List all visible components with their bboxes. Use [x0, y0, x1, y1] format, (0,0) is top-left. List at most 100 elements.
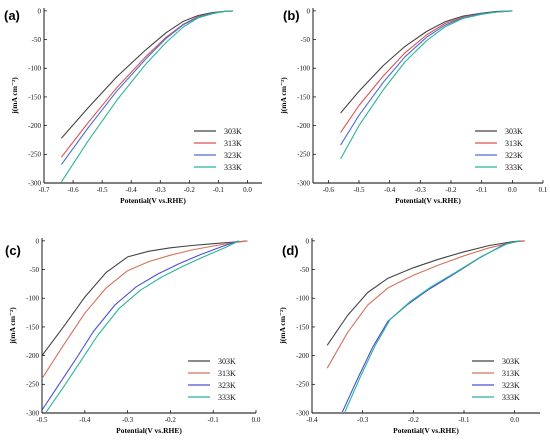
x-tick-label: -0.1 [213, 186, 225, 194]
y-tick-label: -250 [26, 381, 39, 389]
x-axis-title: Potential(V vs.RHE) [393, 426, 459, 435]
y-tick-label: 0 [38, 7, 42, 15]
legend-label: 313K [218, 369, 236, 378]
legend-label: 303K [505, 127, 523, 136]
y-tick-label: -100 [297, 65, 310, 73]
panel-letter: (d) [282, 243, 299, 258]
x-axis-title: Potential(V vs.RHE) [120, 196, 186, 205]
x-tick-label: -0.5 [97, 186, 109, 194]
legend-label: 323K [218, 381, 236, 390]
y-tick-label: -250 [28, 151, 41, 159]
series-line-313K [326, 240, 525, 369]
legend-label: 333K [218, 393, 236, 402]
x-axis-title: Potential(V vs.RHE) [116, 426, 182, 435]
y-tick-label: 0 [306, 237, 310, 245]
x-tick-label: 0.0 [243, 186, 252, 194]
y-tick-label: -300 [28, 179, 41, 187]
legend-label: 333K [502, 393, 520, 402]
legend-label: 303K [224, 127, 242, 136]
panel-letter: (a) [4, 8, 20, 23]
y-tick-label: -50 [30, 266, 40, 274]
series-line-323K [41, 240, 240, 411]
x-tick-label: 0.1 [539, 186, 548, 194]
y-tick-label: -200 [26, 352, 39, 360]
y-axis-title: j(mA cm⁻²) [8, 307, 17, 345]
x-tick-label: -0.3 [415, 186, 427, 194]
y-tick-label: -50 [301, 36, 311, 44]
y-axis-title: j(mA cm⁻²) [10, 77, 19, 115]
panel-b: (b) 0 -50 -100 -150 -200 -250 -300 -0.6 -0.5 -0.4 -… [279, 7, 548, 205]
legend-label: 313K [224, 139, 242, 148]
x-tick-label: -0.2 [165, 416, 177, 424]
series-line-313K [41, 240, 248, 379]
panel-d: (d) 0 -50 -100 -150 -200 -250 -300-0.4 -0.3 -0.2 -… [278, 237, 540, 435]
x-tick-label: -0.3 [357, 416, 369, 424]
panel-a: (a) 0 -50 -100 -150 -200 -250 -300-0.7 -0.6 -0.5 -… [4, 7, 262, 205]
y-tick-label: -100 [28, 65, 41, 73]
legend-label: 303K [502, 357, 520, 366]
y-tick-label: -300 [297, 179, 310, 187]
y-tick-label: -100 [296, 295, 309, 303]
x-tick-label: -0.2 [445, 186, 457, 194]
y-tick-label: -50 [300, 266, 310, 274]
y-tick-label: -200 [297, 122, 310, 130]
y-tick-label: -250 [297, 151, 310, 159]
series-line-303K [41, 240, 248, 356]
x-tick-label: -0.4 [126, 186, 138, 194]
y-tick-label: -150 [26, 323, 39, 331]
y-tick-label: -300 [26, 409, 39, 417]
series-line-303K [60, 10, 233, 139]
legend-label: 323K [224, 151, 242, 160]
x-tick-label: -0.1 [208, 416, 220, 424]
legend-label: 303K [218, 357, 236, 366]
series-line-313K [60, 10, 233, 158]
x-tick-label: -0.6 [323, 186, 335, 194]
x-tick-label: -0.3 [155, 186, 167, 194]
panel-c: (c) 0 -50 -100 -150 -200 -250 -300-0.5 -0.4 -0.3 -… [5, 237, 261, 435]
x-tick-label: -0.5 [36, 416, 48, 424]
y-axis-title: j(mA cm⁻²) [278, 307, 287, 345]
legend-label: 323K [502, 381, 520, 390]
x-tick-label: 0.0 [252, 416, 261, 424]
x-tick-label: 0.0 [510, 416, 519, 424]
x-tick-label: -0.1 [476, 186, 488, 194]
series-line-333K [344, 240, 520, 413]
y-tick-label: -150 [296, 323, 309, 331]
legend-label: 333K [505, 163, 523, 172]
x-tick-label: -0.6 [68, 186, 80, 194]
x-tick-label: -0.7 [38, 186, 50, 194]
panel-letter: (b) [283, 8, 300, 23]
y-tick-label: -200 [296, 352, 309, 360]
y-tick-label: 0 [36, 237, 40, 245]
y-tick-label: -50 [32, 36, 42, 44]
series-line-303K [340, 10, 513, 114]
x-tick-label: -0.4 [306, 416, 318, 424]
x-tick-label: -0.5 [353, 186, 365, 194]
y-axis-title: j(mA cm⁻²) [279, 77, 288, 115]
y-tick-label: -250 [296, 381, 309, 389]
y-tick-label: -150 [297, 93, 310, 101]
legend-label: 313K [505, 139, 523, 148]
legend-label: 323K [505, 151, 523, 160]
panel-letter: (c) [5, 243, 21, 258]
y-tick-label: -300 [296, 409, 309, 417]
legend-label: 333K [224, 163, 242, 172]
x-tick-label: -0.4 [79, 416, 91, 424]
y-tick-label: -100 [26, 295, 39, 303]
series-line-333K [60, 10, 233, 183]
y-tick-label: 0 [307, 7, 311, 15]
legend-label: 313K [502, 369, 520, 378]
series-line-323K [341, 240, 520, 413]
series-line-333K [340, 10, 513, 160]
series-line-333K [45, 240, 240, 413]
x-tick-label: -0.2 [408, 416, 420, 424]
x-axis-title: Potential(V vs.RHE) [395, 196, 461, 205]
x-tick-label: -0.3 [122, 416, 134, 424]
series-line-303K [326, 240, 525, 346]
x-tick-label: -0.4 [384, 186, 396, 194]
x-tick-label: -0.2 [184, 186, 196, 194]
y-tick-label: -200 [28, 122, 41, 130]
x-tick-label: 0.0 [508, 186, 517, 194]
x-tick-label: -0.1 [458, 416, 470, 424]
